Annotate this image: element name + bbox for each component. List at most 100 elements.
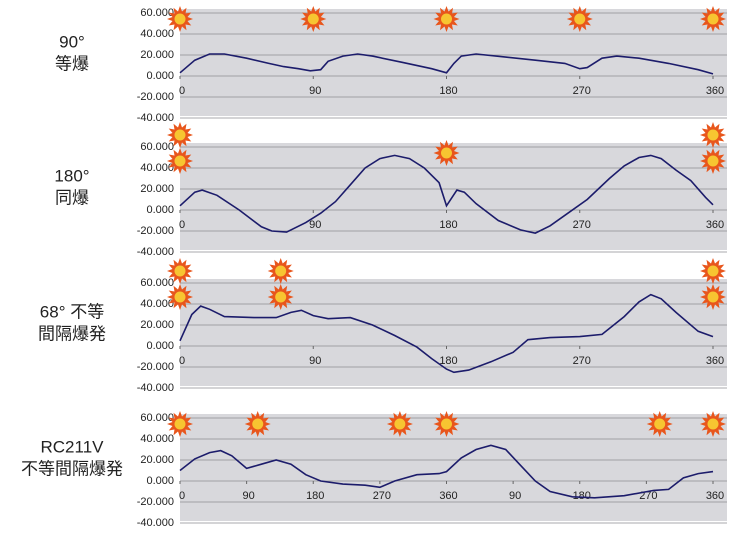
x-tick-label: 90 bbox=[309, 219, 321, 231]
y-tick-label: 20.000 bbox=[140, 183, 174, 195]
plot-area bbox=[180, 9, 727, 116]
x-tick-label: 360 bbox=[706, 355, 724, 367]
x-tick-label: 90 bbox=[243, 490, 255, 502]
y-tick-label: 0.000 bbox=[146, 70, 174, 82]
y-tick-label: 20.000 bbox=[140, 49, 174, 61]
firing-burst bbox=[167, 258, 193, 284]
x-tick-label: 0 bbox=[179, 219, 185, 231]
firing-burst bbox=[300, 6, 327, 32]
row-label: 間隔爆発 bbox=[38, 324, 106, 343]
firing-burst bbox=[244, 411, 271, 437]
firing-burst bbox=[700, 6, 726, 32]
burst-core bbox=[174, 155, 186, 167]
burst-core bbox=[174, 13, 186, 25]
burst-core bbox=[574, 13, 586, 25]
burst-core bbox=[707, 265, 719, 277]
burst-core bbox=[275, 291, 287, 303]
burst-core bbox=[252, 418, 264, 430]
y-tick-label: 60.000 bbox=[140, 7, 174, 19]
x-tick-label: 360 bbox=[706, 219, 724, 231]
firing-burst bbox=[167, 284, 193, 310]
firing-burst bbox=[700, 122, 726, 148]
burst-core bbox=[174, 418, 186, 430]
x-tick-label: 360 bbox=[706, 85, 724, 97]
y-tick-label: 0.000 bbox=[146, 475, 174, 487]
burst-core bbox=[707, 129, 719, 141]
burst-core bbox=[174, 129, 186, 141]
burst-core bbox=[441, 147, 452, 159]
x-tick-label: 360 bbox=[439, 490, 457, 502]
row-label: 不等間隔爆発 bbox=[21, 459, 123, 478]
plot-area bbox=[180, 279, 727, 386]
firing-burst bbox=[700, 258, 726, 284]
burst-core bbox=[441, 418, 452, 430]
firing-burst bbox=[700, 148, 726, 174]
x-tick-label: 90 bbox=[309, 355, 321, 367]
x-tick-label: 90 bbox=[309, 85, 321, 97]
y-tick-label: 40.000 bbox=[140, 433, 174, 445]
firing-burst bbox=[167, 122, 193, 148]
y-tick-label: 0.000 bbox=[146, 340, 174, 352]
firing-burst bbox=[566, 6, 593, 32]
firing-burst bbox=[433, 411, 460, 437]
burst-core bbox=[174, 265, 186, 277]
firing-burst bbox=[700, 411, 726, 437]
row-label: 等爆 bbox=[55, 54, 89, 73]
y-tick-label: 0.000 bbox=[146, 204, 174, 216]
burst-core bbox=[707, 13, 719, 25]
firing-burst bbox=[267, 258, 294, 284]
y-tick-label: 20.000 bbox=[140, 454, 174, 466]
x-tick-label: 180 bbox=[573, 490, 591, 502]
firing-burst bbox=[646, 411, 673, 437]
row-label: 68° 不等 bbox=[40, 302, 104, 321]
data-line bbox=[179, 154, 714, 234]
burst-core bbox=[394, 418, 406, 430]
y-tick-label: -40.000 bbox=[137, 246, 174, 258]
firing-burst bbox=[167, 411, 193, 437]
y-tick-label: 40.000 bbox=[140, 162, 174, 174]
burst-core bbox=[275, 265, 287, 277]
data-line bbox=[179, 53, 714, 75]
row-label: 同爆 bbox=[55, 188, 89, 207]
y-tick-label: 60.000 bbox=[140, 141, 174, 153]
x-tick-label: 0 bbox=[179, 490, 185, 502]
y-tick-label: 60.000 bbox=[140, 412, 174, 424]
y-tick-label: -40.000 bbox=[137, 382, 174, 394]
x-tick-label: 270 bbox=[573, 85, 591, 97]
y-tick-label: -20.000 bbox=[137, 225, 174, 237]
burst-core bbox=[707, 155, 719, 167]
x-tick-label: 360 bbox=[706, 490, 724, 502]
plot-area bbox=[180, 414, 727, 521]
firing-burst bbox=[386, 411, 413, 437]
y-tick-label: -40.000 bbox=[137, 112, 174, 124]
firing-burst bbox=[167, 148, 193, 174]
y-tick-label: -20.000 bbox=[137, 361, 174, 373]
x-tick-label: 270 bbox=[373, 490, 391, 502]
data-line bbox=[179, 293, 714, 374]
burst-core bbox=[654, 418, 666, 430]
x-tick-label: 180 bbox=[439, 85, 457, 97]
x-tick-label: 0 bbox=[179, 85, 185, 97]
x-tick-label: 90 bbox=[509, 490, 521, 502]
y-tick-label: -40.000 bbox=[137, 517, 174, 529]
row-label: RC211V bbox=[41, 437, 105, 456]
firing-burst bbox=[433, 140, 460, 166]
y-tick-label: 40.000 bbox=[140, 28, 174, 40]
y-tick-label: -20.000 bbox=[137, 91, 174, 103]
burst-core bbox=[707, 291, 719, 303]
x-tick-label: 270 bbox=[573, 355, 591, 367]
burst-core bbox=[174, 291, 186, 303]
y-tick-label: -20.000 bbox=[137, 496, 174, 508]
burst-core bbox=[441, 13, 452, 25]
row-label: 180° bbox=[54, 166, 89, 185]
x-tick-label: 180 bbox=[439, 219, 457, 231]
burst-core bbox=[307, 13, 319, 25]
firing-burst bbox=[267, 284, 294, 310]
x-tick-label: 180 bbox=[439, 355, 457, 367]
firing-burst bbox=[700, 284, 726, 310]
row-label: 90° bbox=[59, 32, 85, 51]
y-tick-label: 60.000 bbox=[140, 277, 174, 289]
x-tick-label: 0 bbox=[179, 355, 185, 367]
y-tick-label: 40.000 bbox=[140, 298, 174, 310]
burst-core bbox=[707, 418, 719, 430]
